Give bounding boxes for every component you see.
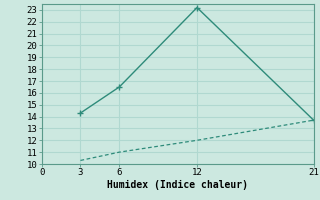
X-axis label: Humidex (Indice chaleur): Humidex (Indice chaleur) bbox=[107, 180, 248, 190]
